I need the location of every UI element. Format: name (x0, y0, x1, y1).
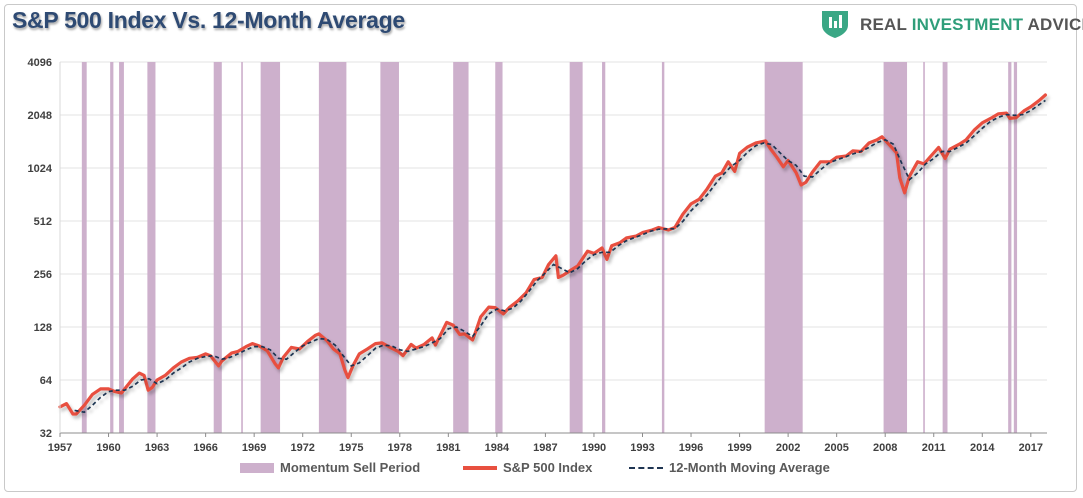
x-tick-label: 2014 (970, 442, 995, 454)
x-tick-label: 2002 (776, 442, 800, 454)
legend-label-sell-period: Momentum Sell Period (280, 460, 421, 475)
legend-label-ma: 12-Month Moving Average (669, 460, 830, 475)
y-tick-label: 32 (40, 428, 52, 440)
sell-period-band (764, 62, 803, 433)
sell-period-band (569, 62, 583, 433)
axes (59, 62, 1047, 437)
sell-period-band (110, 62, 114, 433)
series-line-sp500 (58, 93, 1047, 416)
y-axis-labels: 4096 2048 1024 512 256 128 64 32 (28, 57, 53, 440)
x-tick-label: 1993 (630, 442, 654, 454)
sell-period-band (661, 62, 665, 433)
legend-swatch-solid (463, 466, 497, 470)
x-tick-label: 1969 (242, 442, 266, 454)
x-tick-label: 2011 (922, 442, 946, 454)
y-tick-label: 128 (34, 322, 52, 334)
x-tick-label: 2017 (1019, 442, 1043, 454)
series-line-moving-average (74, 99, 1046, 414)
series-group (58, 93, 1047, 416)
brand-name: REAL INVESTMENT ADVICE (860, 15, 1083, 35)
x-axis-labels: 1957 1960 1963 1966 1969 1972 1975 1978 1981 1984… (48, 442, 1043, 454)
x-tick-label: 1957 (48, 442, 72, 454)
sell-period-band (318, 62, 347, 433)
legend-label-spx: S&P 500 Index (503, 460, 593, 475)
sell-period-band (147, 62, 156, 433)
sell-period-band (241, 62, 243, 433)
sell-period-band (923, 62, 925, 433)
brand-word-investment: INVESTMENT (911, 15, 1024, 34)
sell-period-band (213, 62, 222, 433)
sell-period-band (453, 62, 469, 433)
sell-period-band (942, 62, 948, 433)
x-tick-label: 1981 (436, 442, 460, 454)
x-tick-label: 1996 (679, 442, 703, 454)
legend-swatch-dashed (629, 467, 663, 469)
x-tick-label: 1972 (290, 442, 314, 454)
brand: REAL INVESTMENT ADVICE (818, 9, 1083, 39)
sell-period-band (1008, 62, 1012, 433)
sell-period-band (380, 62, 399, 433)
shield-logo-icon (822, 11, 848, 38)
x-tick-label: 2008 (873, 442, 897, 454)
x-tick-label: 1984 (485, 442, 510, 454)
sell-period-band (602, 62, 606, 433)
x-tick-label: 1963 (145, 442, 169, 454)
x-tick-label: 2005 (824, 442, 848, 454)
x-tick-label: 1978 (388, 442, 412, 454)
chart-title: S&P 500 Index Vs. 12-Month Average (12, 7, 405, 33)
y-tick-label: 4096 (28, 57, 52, 69)
sell-period-band (81, 62, 87, 433)
legend: Momentum Sell Period S&P 500 Index 12-Mo… (0, 460, 1083, 476)
brand-word-real: REAL (860, 15, 912, 34)
x-tick-label: 1975 (339, 442, 363, 454)
sell-period-band (119, 62, 124, 433)
y-tick-label: 256 (34, 269, 52, 281)
sell-period-bands (81, 62, 1018, 433)
sell-period-band (260, 62, 281, 433)
sell-period-band (1013, 62, 1018, 433)
x-tick-label: 1990 (582, 442, 606, 454)
y-tick-label: 64 (40, 375, 53, 387)
y-tick-label: 512 (34, 216, 52, 228)
x-tick-label: 1960 (96, 442, 120, 454)
x-tick-label: 1987 (533, 442, 557, 454)
brand-word-advice: ADVICE (1027, 15, 1083, 34)
sell-period-band (883, 62, 908, 433)
sell-period-band (495, 62, 503, 433)
legend-swatch-band (240, 463, 274, 473)
x-tick-label: 1999 (727, 442, 751, 454)
y-tick-label: 1024 (28, 163, 53, 175)
x-tick-label: 1966 (193, 442, 217, 454)
y-tick-label: 2048 (28, 110, 52, 122)
